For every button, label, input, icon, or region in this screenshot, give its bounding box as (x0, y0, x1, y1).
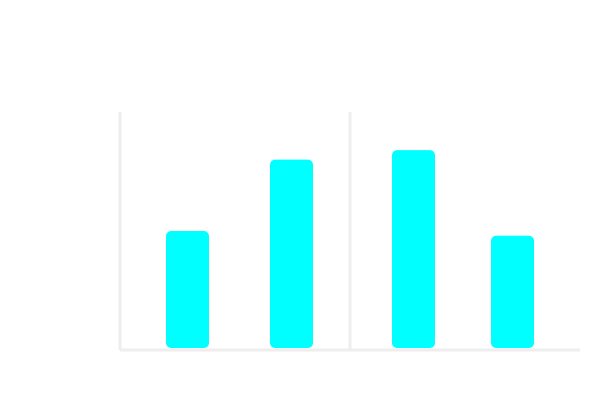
bars (166, 150, 534, 348)
bar-2 (270, 159, 313, 348)
bar-3 (392, 150, 435, 348)
bar-4 (491, 235, 534, 348)
bar-1 (166, 231, 209, 348)
axes (118, 112, 580, 352)
